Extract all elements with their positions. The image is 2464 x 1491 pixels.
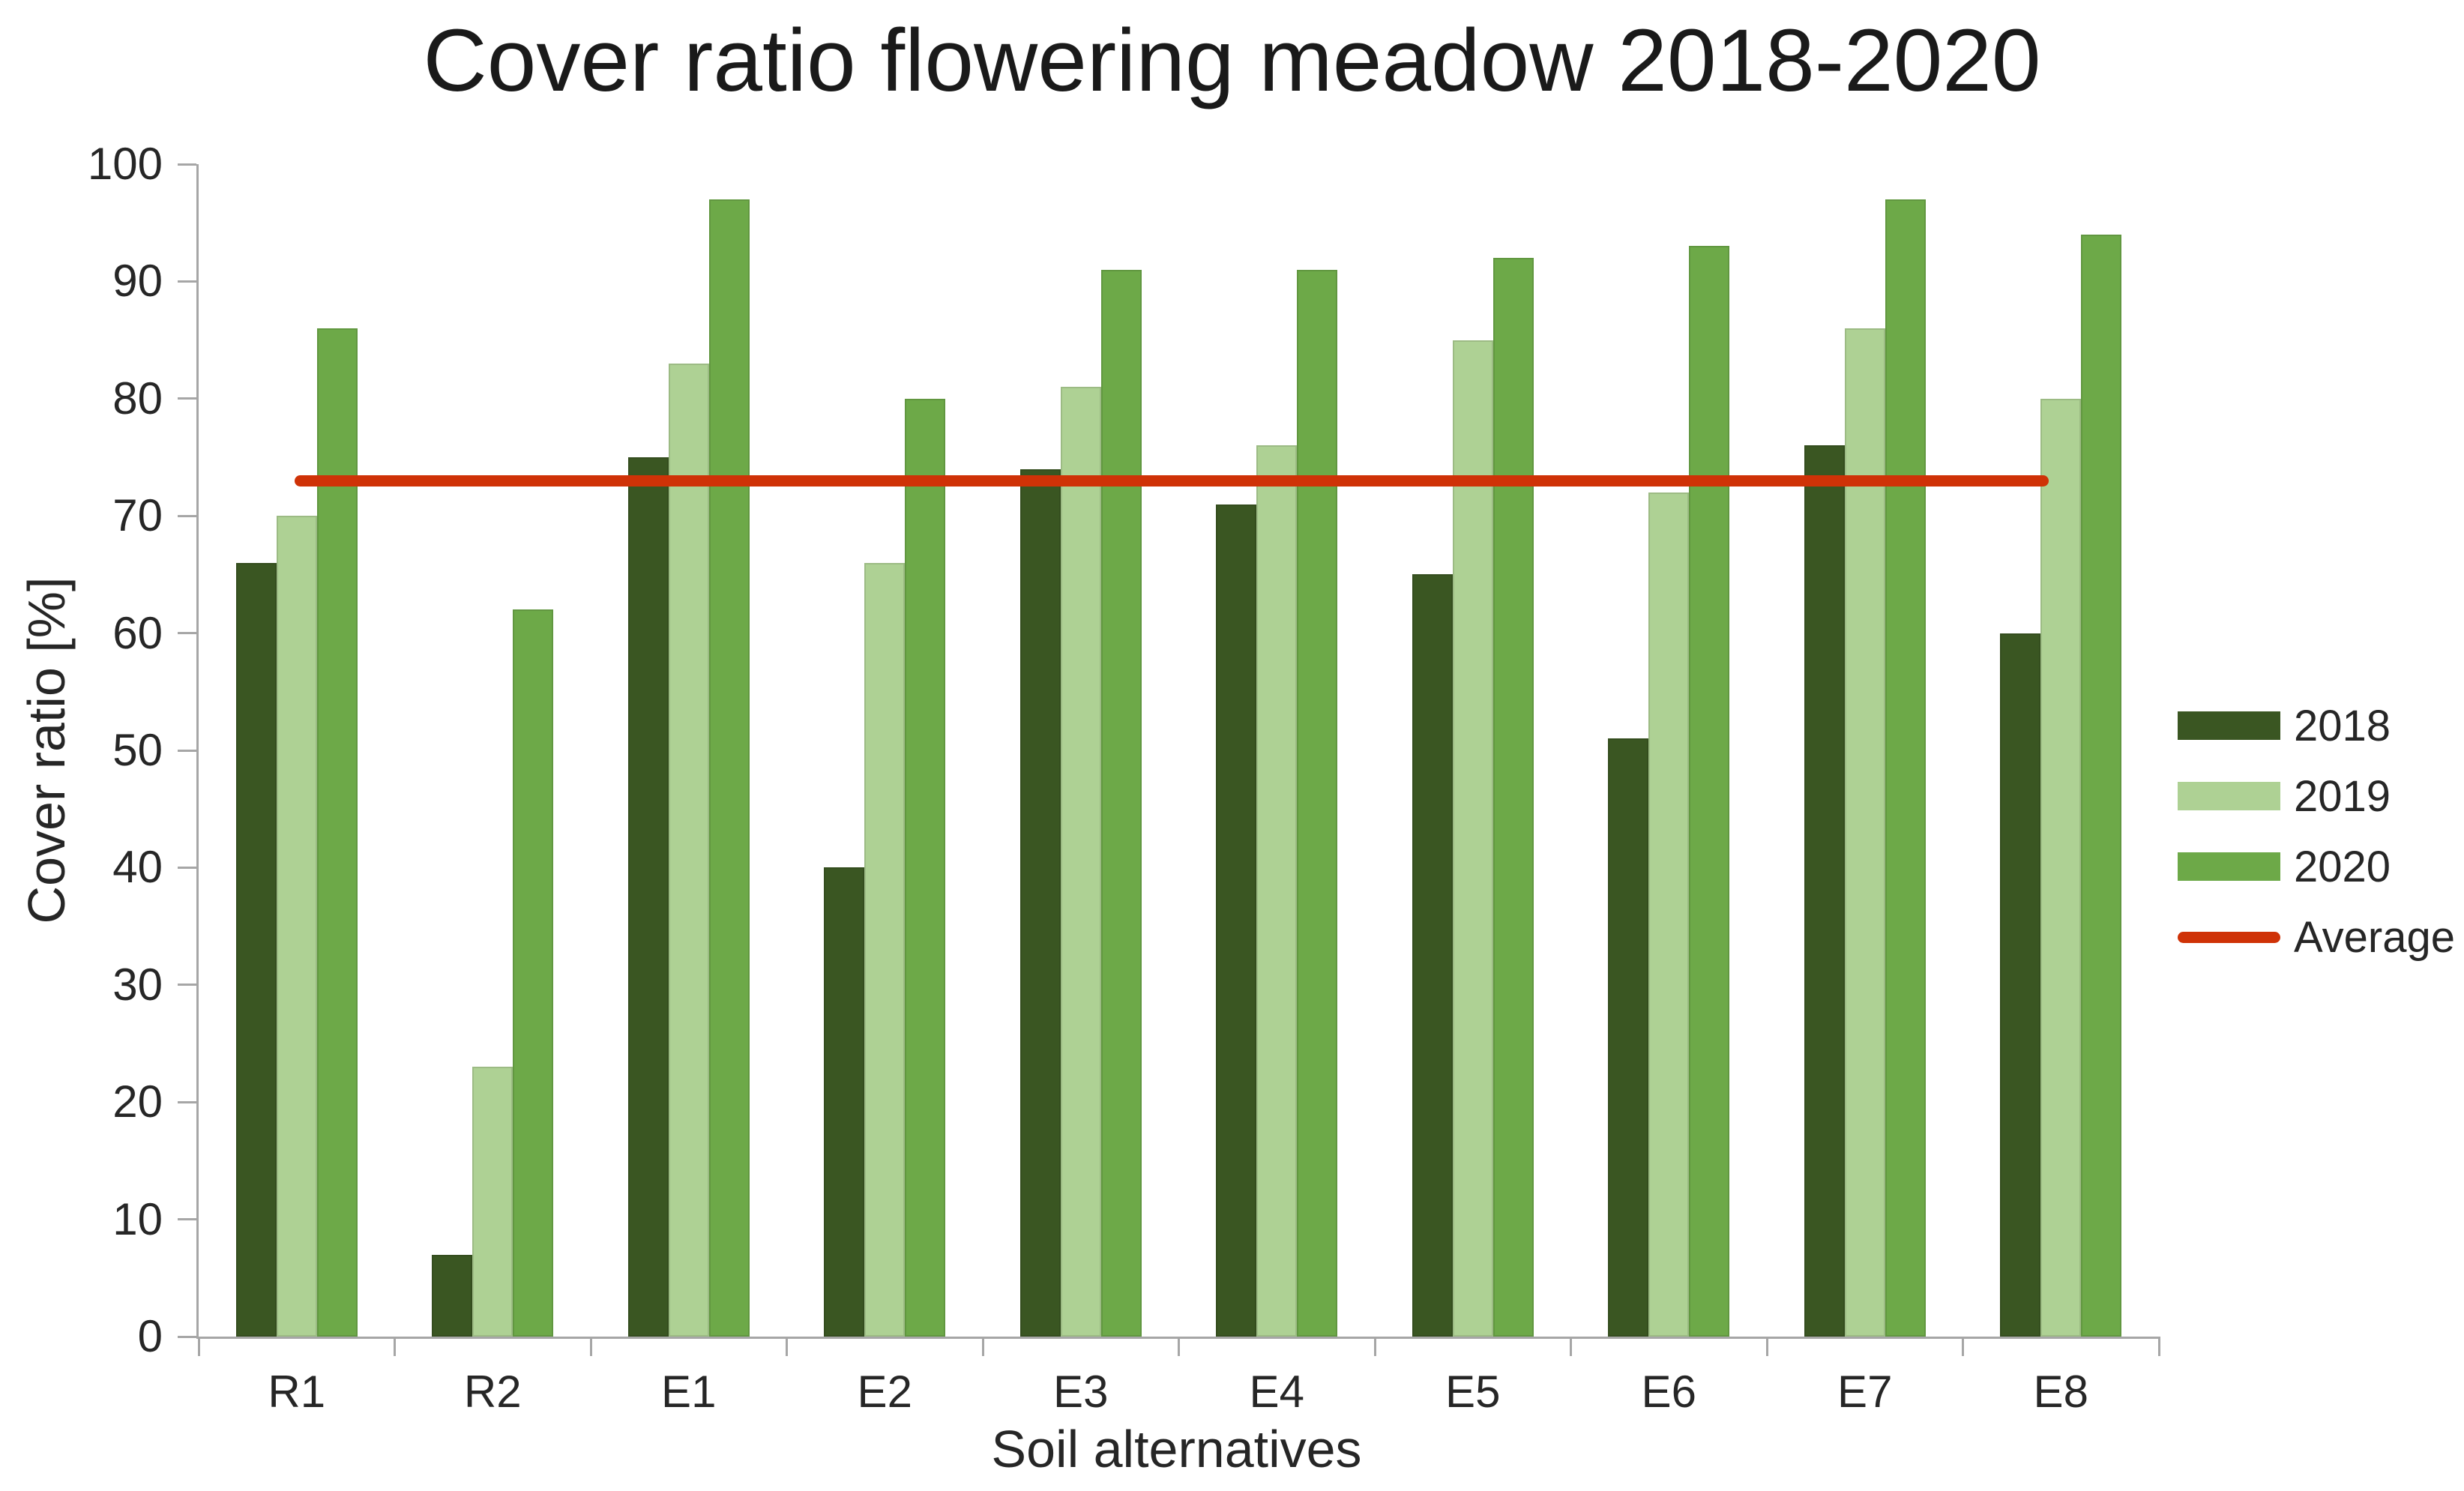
- legend-swatch-icon: [2178, 711, 2280, 740]
- y-tick-label: 60: [112, 607, 163, 658]
- legend-item-2020: 2020: [2178, 843, 2455, 891]
- y-tick: [178, 749, 196, 752]
- legend-average-line-icon: [2178, 931, 2280, 943]
- legend-label: 2019: [2294, 771, 2391, 821]
- bar-E3-2019: [1060, 387, 1101, 1337]
- bar-E6-2019: [1648, 492, 1690, 1337]
- y-tick-label: 50: [112, 725, 163, 775]
- legend-label: Average: [2294, 912, 2455, 962]
- bar-R2-2020: [513, 609, 554, 1337]
- x-category-label: E6: [1641, 1367, 1696, 1417]
- bar-E5-2018: [1412, 574, 1453, 1337]
- bar-E7-2019: [1844, 328, 1885, 1337]
- legend-label: 2018: [2294, 701, 2391, 750]
- bar-E8-2019: [2040, 398, 2082, 1337]
- x-tick: [981, 1337, 984, 1356]
- y-tick-label: 30: [112, 959, 163, 1010]
- bar-E3-2020: [1100, 269, 1142, 1337]
- x-category-label: E8: [2033, 1367, 2088, 1417]
- y-tick: [178, 280, 196, 283]
- x-category-label: E4: [1249, 1367, 1304, 1417]
- bar-E6-2020: [1689, 246, 1730, 1337]
- y-tick: [178, 1100, 196, 1103]
- bar-E2-2018: [824, 867, 865, 1337]
- plot-area: 0 10 20 30 40 50 60 70 80 90 100 R1 R2 E1 E2 E3 E4 E5 E6 E7…: [88, 140, 2160, 1416]
- y-tick-label: 70: [112, 490, 163, 541]
- bar-E1-2020: [708, 199, 750, 1337]
- legend: 2018 2019 2020 Average: [2178, 702, 2455, 993]
- x-category-label: E3: [1053, 1367, 1109, 1417]
- bar-E8-2018: [2000, 633, 2041, 1337]
- bar-E7-2018: [1804, 445, 1845, 1337]
- chart-title: Cover ratio flowering meadow 2018-2020: [423, 11, 2041, 110]
- x-tick: [1373, 1337, 1376, 1356]
- x-tick: [1178, 1337, 1180, 1356]
- y-tick-label: 80: [112, 373, 163, 424]
- bar-E7-2020: [1885, 199, 1926, 1337]
- legend-item-2018: 2018: [2178, 702, 2455, 750]
- x-tick: [786, 1337, 788, 1356]
- x-tick: [394, 1337, 396, 1356]
- bar-R1-2019: [276, 516, 317, 1337]
- bar-E2-2019: [864, 562, 906, 1337]
- y-tick-label: 100: [87, 139, 163, 189]
- x-tick: [1570, 1337, 1572, 1356]
- legend-item-average: Average: [2178, 913, 2455, 962]
- x-category-label: E5: [1445, 1367, 1501, 1417]
- legend-label: 2020: [2294, 842, 2391, 891]
- y-tick-label: 90: [112, 256, 163, 307]
- bar-E4-2019: [1256, 445, 1298, 1337]
- bar-E8-2020: [2081, 234, 2122, 1337]
- x-category-label: E2: [857, 1367, 912, 1417]
- bar-E6-2018: [1608, 738, 1649, 1337]
- bar-E5-2020: [1492, 258, 1534, 1337]
- y-tick-label: 40: [112, 842, 163, 893]
- bar-E2-2020: [905, 398, 946, 1337]
- x-tick: [197, 1337, 200, 1356]
- x-category-label: R2: [463, 1367, 522, 1417]
- x-tick: [1962, 1337, 1964, 1356]
- x-category-label: R1: [268, 1367, 326, 1417]
- y-tick: [178, 163, 196, 166]
- bar-E4-2018: [1216, 504, 1257, 1337]
- legend-swatch-icon: [2178, 782, 2280, 810]
- x-tick: [589, 1337, 592, 1356]
- y-tick: [178, 866, 196, 869]
- y-tick-label: 0: [137, 1311, 163, 1361]
- bar-E1-2019: [668, 363, 709, 1337]
- y-tick: [178, 514, 196, 517]
- bar-R2-2018: [432, 1254, 473, 1337]
- bar-E1-2018: [627, 457, 669, 1337]
- y-tick-label: 20: [112, 1076, 163, 1127]
- legend-item-2019: 2019: [2178, 772, 2455, 821]
- bar-E3-2018: [1019, 469, 1061, 1337]
- y-tick: [178, 632, 196, 635]
- bar-R2-2019: [472, 1067, 513, 1337]
- y-tick: [178, 984, 196, 987]
- x-axis-title: Soil alternatives: [991, 1420, 1362, 1478]
- bar-E4-2020: [1297, 269, 1338, 1337]
- y-tick: [178, 1335, 196, 1338]
- x-tick: [1765, 1337, 1768, 1356]
- y-tick: [178, 1218, 196, 1221]
- legend-swatch-icon: [2178, 852, 2280, 881]
- average-line: [295, 475, 2049, 487]
- bar-R1-2018: [235, 562, 277, 1337]
- bar-E5-2019: [1452, 340, 1493, 1337]
- x-category-label: E7: [1837, 1367, 1893, 1417]
- x-tick: [2157, 1337, 2160, 1356]
- x-category-label: E1: [661, 1367, 717, 1417]
- y-tick: [178, 397, 196, 400]
- bar-R1-2020: [316, 328, 358, 1337]
- y-tick-label: 10: [112, 1193, 163, 1244]
